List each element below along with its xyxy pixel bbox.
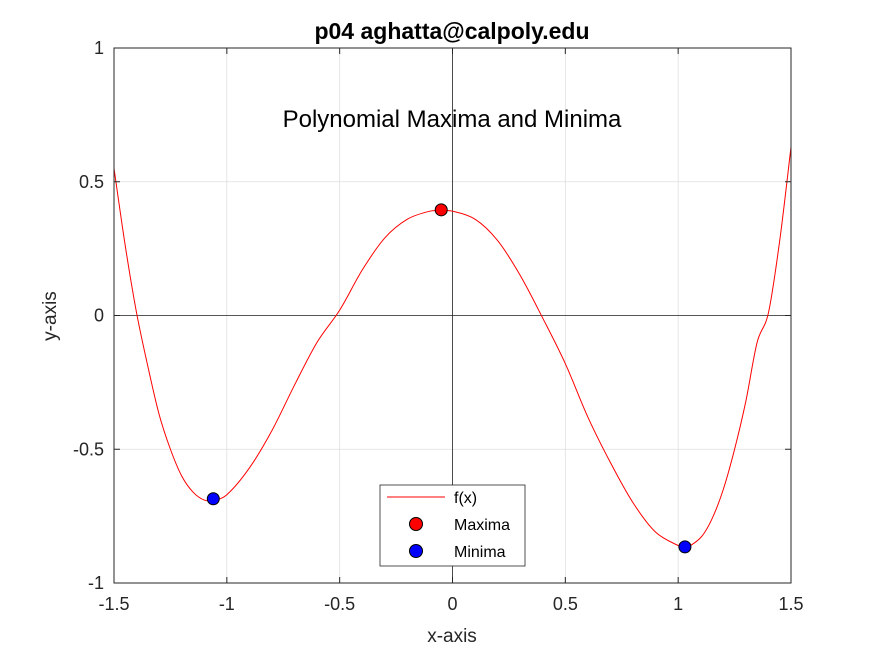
x-tick-label: -0.5 (324, 594, 355, 614)
minima-point (206, 492, 220, 506)
legend: f(x) Maxima Minima (379, 484, 526, 567)
y-tick-labels: -1 -0.5 0 0.5 1 (73, 38, 104, 593)
chart-title: p04 aghatta@calpoly.edu (314, 18, 589, 44)
x-tick-label: 0 (447, 594, 457, 614)
chart-annotation: Polynomial Maxima and Minima (283, 106, 622, 133)
x-tick-label: 1.5 (778, 594, 803, 614)
y-tick-label: 1 (94, 38, 104, 58)
x-tick-labels: -1.5 -1 -0.5 0 0.5 1 1.5 (98, 594, 803, 614)
y-tick-label: 0.5 (79, 172, 104, 192)
legend-label-maxima: Maxima (454, 517, 510, 534)
x-tick-label: -1 (219, 594, 235, 614)
legend-label-fx: f(x) (454, 490, 477, 507)
axis-ticks (113, 47, 792, 584)
legend-box (379, 484, 526, 567)
legend-label-minima: Minima (454, 544, 506, 561)
x-tick-label: -1.5 (98, 594, 129, 614)
minima-point (678, 540, 692, 554)
x-axis-label: x-axis (427, 626, 477, 647)
legend-maxima-marker (409, 517, 423, 531)
x-tick-label: 1 (673, 594, 683, 614)
y-tick-label: 0 (94, 306, 104, 326)
maxima-point (434, 203, 448, 217)
y-tick-label: -1 (88, 573, 104, 593)
y-tick-label: -0.5 (73, 439, 104, 459)
y-axis-label: y-axis (40, 291, 61, 341)
series-markers (206, 203, 692, 554)
x-tick-label: 0.5 (553, 594, 578, 614)
legend-minima-marker (409, 544, 423, 558)
